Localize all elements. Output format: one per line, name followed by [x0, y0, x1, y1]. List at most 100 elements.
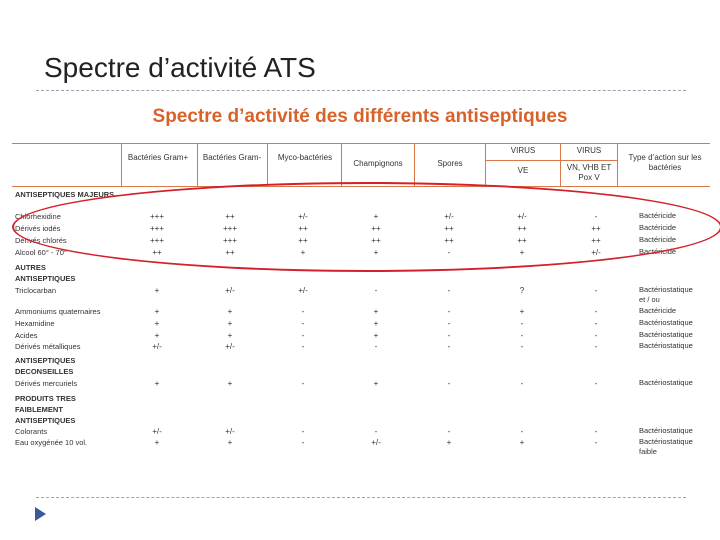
header-divider — [414, 143, 415, 186]
activity-value: - — [374, 427, 378, 436]
activity-value: - — [301, 379, 305, 388]
row-label: Dérivés mercuriels — [15, 379, 78, 388]
header-virus: VIRUS — [510, 146, 536, 155]
activity-value: +/- — [152, 342, 162, 351]
action-label: Bactériostatique — [639, 318, 693, 327]
activity-value: - — [447, 286, 451, 295]
activity-value: + — [227, 379, 233, 388]
header-divider — [560, 143, 561, 186]
header-vn-vhb: VN, VHB ET Pox V — [566, 163, 612, 182]
activity-value: +/- — [225, 427, 235, 436]
activity-value: - — [374, 286, 378, 295]
activity-value: + — [446, 438, 452, 447]
header-divider — [485, 143, 486, 186]
activity-value: - — [301, 342, 305, 351]
row-label: Ammoniums quaternaires — [15, 307, 101, 316]
header-champignons: Champignons — [353, 159, 403, 168]
action-label: Bactériostatique faible — [639, 437, 693, 456]
activity-value: - — [520, 427, 524, 436]
activity-value: - — [447, 427, 451, 436]
action-label: Bactériostatique — [639, 341, 693, 350]
activity-value: + — [373, 331, 379, 340]
group-produits-faiblement: PRODUITS TRES FAIBLEMENT ANTISEPTIQUES — [15, 394, 76, 425]
activity-value: + — [373, 307, 379, 316]
header-spores: Spores — [437, 159, 463, 168]
row-label: Acides — [15, 331, 38, 340]
activity-value: - — [594, 319, 598, 328]
activity-value: + — [519, 438, 525, 447]
header-divider — [617, 143, 618, 186]
activity-value: + — [227, 438, 233, 447]
activity-value: + — [227, 307, 233, 316]
highlight-oval — [12, 182, 720, 272]
activity-value: + — [154, 307, 160, 316]
action-label: Bactériostatique — [639, 330, 693, 339]
virus-subheader-line — [485, 160, 617, 161]
activity-value: + — [154, 286, 160, 295]
activity-value: + — [227, 319, 233, 328]
header-divider — [121, 143, 122, 186]
slide-title: Spectre d’activité ATS — [44, 52, 316, 83]
action-label: Bactériostatique — [639, 426, 693, 435]
activity-value: + — [373, 379, 379, 388]
action-label: Bactériostatique — [639, 378, 693, 387]
activity-value: - — [301, 427, 305, 436]
bullet-arrow-icon — [35, 507, 46, 521]
activity-value: - — [301, 319, 305, 328]
header-mycobacteria: Myco-bactéries — [277, 153, 333, 162]
activity-value: - — [520, 342, 524, 351]
activity-value: - — [520, 331, 524, 340]
top-divider — [36, 90, 686, 91]
activity-value: ? — [519, 286, 525, 295]
document-heading: Spectre d’activité des différents antise… — [152, 106, 568, 127]
header-virus: VIRUS — [576, 146, 602, 155]
row-label: Alcool 60° - 70° — [15, 248, 67, 257]
activity-value: +/- — [371, 438, 381, 447]
activity-value: - — [594, 438, 598, 447]
activity-value: - — [520, 379, 524, 388]
activity-value: + — [519, 307, 525, 316]
activity-value: + — [154, 319, 160, 328]
row-label: Hexamidine — [15, 319, 55, 328]
header-divider — [267, 143, 268, 186]
group-autres-antiseptiques: AUTRES ANTISEPTIQUES — [15, 263, 76, 283]
row-label: Triclocarban — [15, 286, 56, 295]
header-action: Type d’action sur les bactéries — [628, 153, 702, 172]
activity-value: + — [154, 379, 160, 388]
header-gram-negative: Bactéries Gram- — [202, 153, 262, 162]
activity-value: - — [301, 438, 305, 447]
activity-value: - — [594, 342, 598, 351]
activity-value: - — [520, 319, 524, 328]
header-gram-positive: Bactéries Gram+ — [127, 153, 189, 162]
action-label: Bactériostatique et / ou — [639, 285, 693, 304]
activity-value: - — [374, 342, 378, 351]
activity-value: - — [594, 427, 598, 436]
row-label: Dérivés métalliques — [15, 342, 81, 351]
activity-value: +/- — [225, 342, 235, 351]
activity-value: - — [301, 331, 305, 340]
activity-value: - — [594, 379, 598, 388]
row-label: Eau oxygénée 10 vol. — [15, 438, 88, 447]
activity-value: + — [373, 319, 379, 328]
header-divider — [341, 143, 342, 186]
activity-value: +/- — [225, 286, 235, 295]
activity-value: +/- — [152, 427, 162, 436]
activity-value: - — [447, 379, 451, 388]
action-label: Bactéricide — [639, 306, 677, 315]
activity-value: + — [154, 331, 160, 340]
header-top-line — [12, 143, 710, 144]
header-divider — [197, 143, 198, 186]
group-antiseptiques-deconseilles: ANTISEPTIQUES DECONSEILLES — [15, 356, 76, 376]
bottom-divider — [36, 497, 686, 498]
group-antiseptiques-majeurs: ANTISEPTIQUES MAJEURS — [15, 190, 115, 199]
activity-value: - — [447, 307, 451, 316]
activity-value: - — [447, 342, 451, 351]
activity-value: + — [154, 438, 160, 447]
activity-value: - — [594, 331, 598, 340]
activity-value: - — [594, 286, 598, 295]
activity-value: + — [227, 331, 233, 340]
header-ve: VE — [517, 166, 529, 175]
activity-value: - — [594, 307, 598, 316]
activity-value: - — [447, 331, 451, 340]
activity-value: +/- — [298, 286, 308, 295]
